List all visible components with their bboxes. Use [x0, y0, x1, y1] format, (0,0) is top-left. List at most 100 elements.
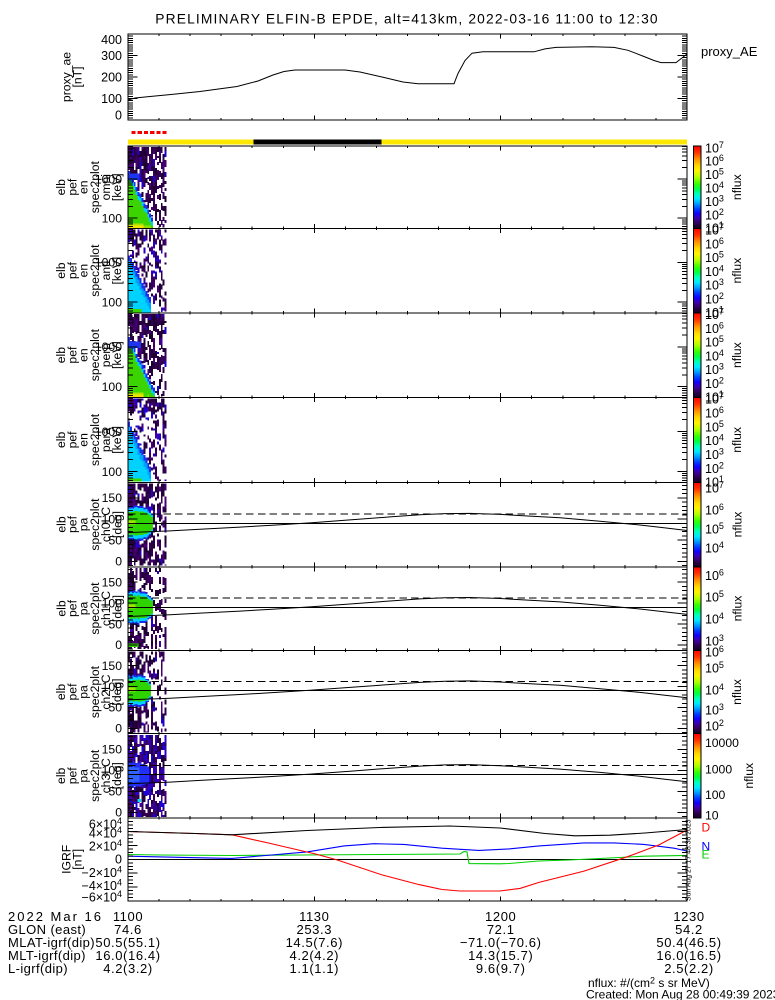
svg-text:100: 100	[102, 596, 123, 610]
svg-text:nflux: #/(cm2 s sr MeV): nflux: #/(cm2 s sr MeV)	[588, 976, 710, 991]
svg-text:nflux: nflux	[730, 342, 744, 368]
svg-text:50.5(55.1): 50.5(55.1)	[95, 935, 160, 950]
svg-text:0: 0	[115, 638, 122, 652]
svg-text:anti: anti	[99, 261, 113, 281]
svg-text:nflux: nflux	[730, 596, 744, 622]
svg-text:0: 0	[115, 722, 122, 736]
svg-text:[keV]: [keV]	[110, 341, 124, 369]
svg-text:253.3: 253.3	[297, 922, 333, 937]
svg-text:nflux: nflux	[730, 679, 744, 705]
svg-text:en: en	[77, 348, 91, 362]
svg-text:100: 100	[102, 380, 123, 394]
svg-text:ch2LC: ch2LC	[99, 674, 113, 709]
svg-text:100: 100	[102, 296, 123, 310]
svg-text:spec2plot: spec2plot	[88, 244, 102, 297]
svg-text:para: para	[99, 427, 113, 452]
svg-text:6×104: 6×104	[89, 816, 122, 832]
svg-text:[deg]: [deg]	[110, 762, 124, 789]
svg-text:50.4(46.5): 50.4(46.5)	[656, 935, 721, 950]
svg-text:1.1(1.1): 1.1(1.1)	[289, 961, 339, 976]
svg-text:elb: elb	[54, 600, 68, 616]
svg-text:1230: 1230	[673, 909, 704, 924]
svg-text:N: N	[702, 840, 711, 854]
svg-text:pa: pa	[77, 518, 91, 532]
svg-text:150: 150	[102, 659, 123, 673]
svg-text:en: en	[77, 433, 91, 447]
svg-text:elb: elb	[54, 179, 68, 195]
svg-text:2×104: 2×104	[89, 838, 122, 854]
svg-text:0: 0	[115, 108, 122, 122]
svg-text:en: en	[77, 180, 91, 194]
svg-text:nflux: nflux	[730, 258, 744, 284]
svg-text:0: 0	[115, 806, 122, 820]
svg-text:100: 100	[102, 465, 123, 479]
svg-text:[deg]: [deg]	[110, 678, 124, 705]
svg-text:100: 100	[102, 211, 123, 225]
svg-text:1000: 1000	[95, 256, 122, 270]
svg-text:1000: 1000	[95, 173, 122, 187]
svg-text:1000: 1000	[705, 762, 732, 776]
svg-text:400: 400	[101, 33, 122, 47]
svg-text:4×104: 4×104	[89, 825, 122, 841]
svg-text:spec2plot: spec2plot	[88, 749, 102, 802]
svg-text:ch0LC: ch0LC	[99, 507, 113, 542]
svg-text:MLAT-igrf(dip): MLAT-igrf(dip)	[8, 935, 95, 950]
svg-text:50: 50	[108, 617, 122, 631]
svg-text:spec2plot: spec2plot	[88, 413, 102, 466]
svg-text:50: 50	[108, 701, 122, 715]
svg-text:−6×104: −6×104	[82, 889, 122, 905]
svg-text:−71.0(−70.6): −71.0(−70.6)	[460, 935, 542, 950]
svg-text:[nT]: [nT]	[71, 67, 85, 88]
svg-text:elb: elb	[54, 767, 68, 783]
svg-text:10: 10	[705, 808, 719, 822]
svg-text:GLON (east): GLON (east)	[8, 922, 86, 937]
svg-text:100: 100	[102, 764, 123, 778]
svg-text:0: 0	[115, 853, 122, 867]
svg-text:pef: pef	[65, 515, 79, 533]
svg-text:Created: Mon Aug 28 00:49:39 2: Created: Mon Aug 28 00:49:39 2023	[586, 988, 775, 1000]
svg-text:spec2plot: spec2plot	[88, 498, 102, 551]
svg-text:200: 200	[101, 70, 122, 84]
svg-text:pef: pef	[65, 599, 79, 617]
svg-text:pef: pef	[65, 431, 79, 449]
svg-text:proxy_AE: proxy_AE	[701, 44, 758, 59]
svg-text:elb: elb	[54, 432, 68, 448]
svg-text:Sun Aug 27 17:48:38 2023: Sun Aug 27 17:48:38 2023	[686, 819, 693, 901]
svg-text:150: 150	[102, 491, 123, 505]
svg-text:[nT]: [nT]	[71, 849, 85, 870]
svg-text:−4×104: −4×104	[82, 878, 122, 894]
svg-text:0: 0	[115, 555, 122, 569]
svg-text:100: 100	[102, 680, 123, 694]
svg-text:100: 100	[102, 512, 123, 526]
svg-text:omni: omni	[99, 174, 113, 200]
svg-text:pa: pa	[77, 602, 91, 616]
svg-text:150: 150	[102, 743, 123, 757]
svg-text:elb: elb	[54, 516, 68, 532]
svg-text:proxy_ae: proxy_ae	[60, 52, 74, 102]
svg-text:16.0(16.4): 16.0(16.4)	[95, 948, 160, 963]
svg-text:4.2(4.2): 4.2(4.2)	[289, 948, 339, 963]
svg-text:elb: elb	[54, 262, 68, 278]
svg-text:300: 300	[101, 49, 122, 63]
svg-text:en: en	[77, 264, 91, 278]
svg-text:[keV]: [keV]	[110, 257, 124, 285]
svg-text:150: 150	[102, 576, 123, 590]
svg-text:elb: elb	[54, 684, 68, 700]
svg-text:74.6: 74.6	[114, 922, 142, 937]
svg-text:4.2(3.2): 4.2(3.2)	[103, 961, 153, 976]
svg-text:L-igrf(dip): L-igrf(dip)	[8, 961, 68, 976]
svg-text:72.1: 72.1	[487, 922, 515, 937]
svg-text:50: 50	[108, 534, 122, 548]
svg-text:1130: 1130	[299, 909, 329, 924]
svg-text:pef: pef	[65, 683, 79, 701]
svg-text:1100: 1100	[113, 909, 143, 924]
svg-text:spec2plot: spec2plot	[88, 161, 102, 214]
svg-text:ch1LC: ch1LC	[99, 591, 113, 626]
svg-text:pef: pef	[65, 346, 79, 364]
svg-text:spec2plot: spec2plot	[88, 328, 102, 381]
svg-text:50: 50	[108, 785, 122, 799]
svg-text:10000: 10000	[705, 736, 739, 750]
svg-text:ch3LC: ch3LC	[99, 758, 113, 793]
svg-text:IGRF: IGRF	[60, 845, 74, 874]
svg-text:spec2plot: spec2plot	[88, 665, 102, 718]
